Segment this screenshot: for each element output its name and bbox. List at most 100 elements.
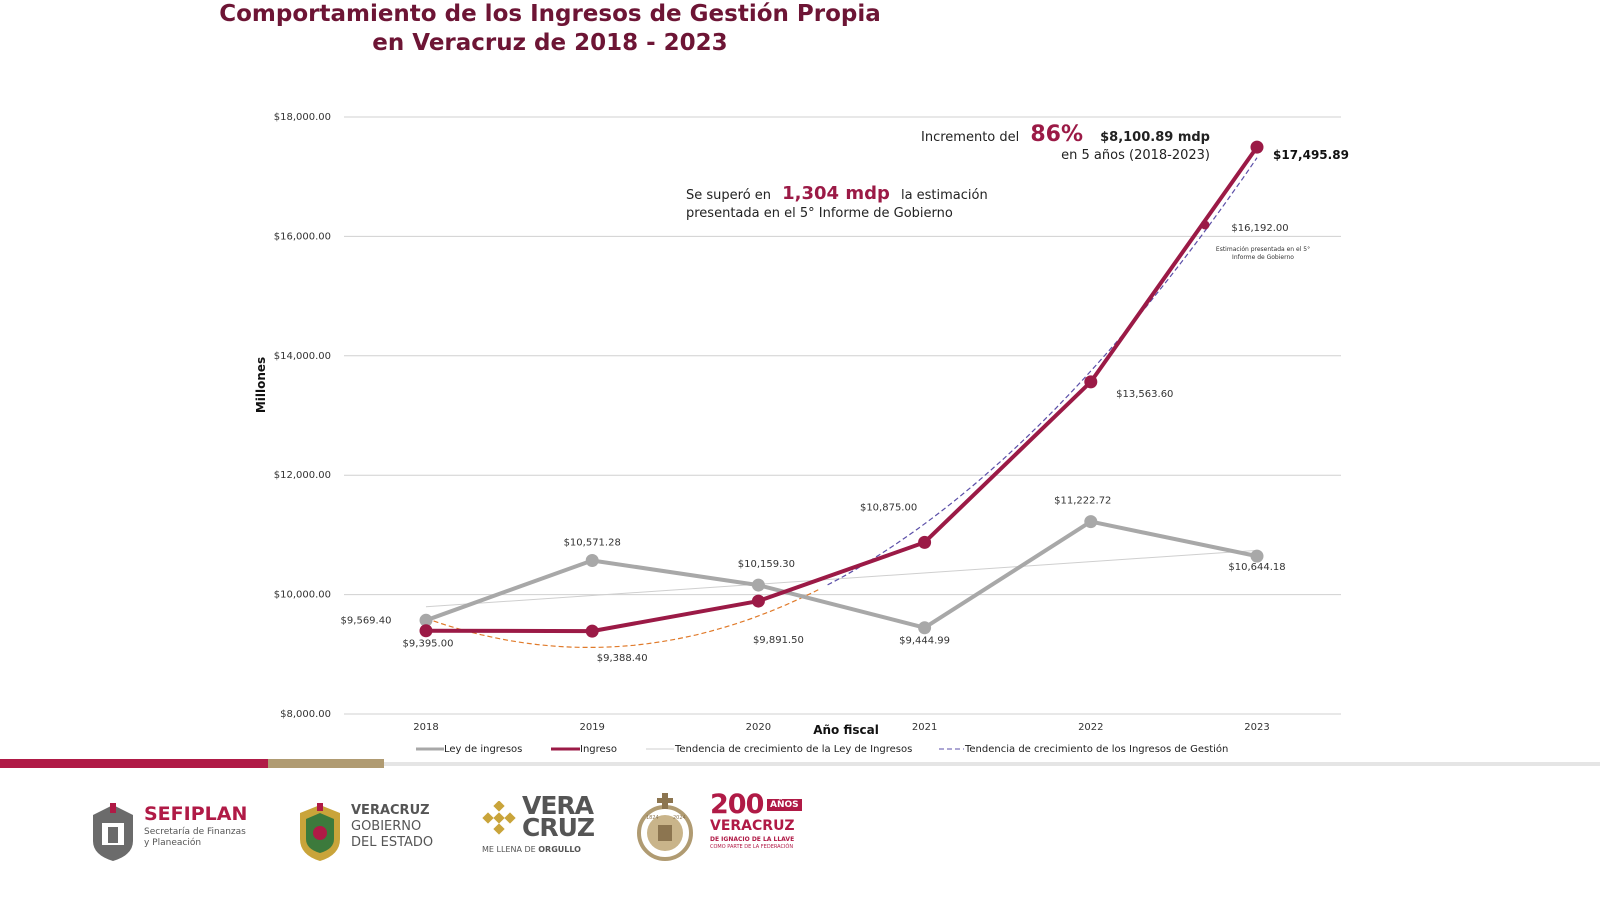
gridlines: [344, 116, 1341, 715]
sefiplan-subtitle-2: y Planeación: [144, 838, 202, 848]
bicentenario-word: AÑOS: [767, 799, 802, 811]
point-ingreso: [751, 594, 765, 608]
series-lines: [419, 140, 1264, 638]
legend-label-trend-ingreso: Tendencia de crecimiento de los Ingresos…: [964, 743, 1228, 755]
increase-percent: 86%: [1030, 122, 1083, 147]
data-label-ingreso: $9,388.40: [597, 653, 648, 664]
sefiplan-logo: SEFIPLAN Secretaría de Finanzas y Planea…: [88, 795, 268, 875]
y-axis-tick-labels: $8,000.00 $10,000.00 $12,000.00 $14,000.00 $…: [274, 112, 331, 720]
x-axis-tick-labels: 2018 2019 2020 2021 2022 2023: [413, 722, 1269, 733]
line-chart: $8,000.00 $10,000.00 $12,000.00 $14,000.00 $…: [254, 112, 1349, 755]
footer-stripe-red: [0, 759, 268, 768]
y-tick-label: $8,000.00: [280, 709, 331, 720]
data-label-ley: $10,644.18: [1228, 562, 1285, 573]
data-label-ingreso: $9,395.00: [403, 639, 454, 650]
exceed-value: 1,304 mdp: [782, 183, 890, 204]
chart-title: Comportamiento de los Ingresos de Gestió…: [0, 0, 1100, 58]
data-label-ingreso: $10,875.00: [860, 502, 917, 513]
data-label-ley: $9,569.40: [341, 615, 392, 626]
point-ingreso: [1084, 375, 1098, 389]
x-tick-label: 2019: [579, 722, 604, 733]
point-ley: [585, 553, 599, 567]
point-estimate: [1200, 220, 1210, 230]
trend-lines: [425, 157, 1258, 648]
gobierno-line-1: VERACRUZ: [351, 803, 430, 818]
veracruz-knot-icon: [482, 801, 516, 835]
point-ley: [1084, 515, 1098, 529]
bicentenario-seal-icon: 1824 2024: [637, 793, 693, 861]
gobierno-line-2: GOBIERNO: [351, 819, 422, 834]
veracruz-slogan-a: ME LLENA DE: [482, 845, 539, 854]
bicentenario-name: VERACRUZ: [710, 818, 795, 834]
veracruz-slogan: ME LLENA DE ORGULLO: [482, 845, 581, 854]
trend-line-ingreso-low: [425, 587, 821, 648]
series-line-ingreso: [425, 145, 1259, 634]
data-labels: $9,569.40 $10,571.28 $10,159.30 $9,444.99 $1…: [341, 148, 1349, 664]
chart-title-line-1: Comportamiento de los Ingresos de Gestió…: [219, 1, 881, 27]
gobierno-line-3: DEL ESTADO: [351, 835, 434, 850]
increase-annotation: Incremento del 86% $8,100.89 mdp: [921, 122, 1210, 147]
footer-logos: SEFIPLAN Secretaría de Finanzas y Planea…: [0, 789, 900, 875]
y-tick-label: $16,000.00: [274, 231, 331, 242]
chart-title-line-2: en Veracruz de 2018 - 2023: [372, 30, 728, 56]
y-tick-label: $10,000.00: [274, 590, 331, 601]
exceed-suffix: la estimación: [901, 188, 988, 203]
estimate-label: $16,192.00: [1231, 223, 1288, 234]
legend-label-ingreso: Ingreso: [580, 744, 617, 755]
point-ley: [419, 613, 433, 627]
point-ingreso: [585, 624, 599, 638]
legend-item-trend-ingreso: Tendencia de crecimiento de los Ingresos…: [939, 743, 1228, 755]
y-tick-label: $18,000.00: [274, 112, 331, 123]
veracruz-word-1: VERA: [522, 791, 594, 820]
exceed-prefix: Se superó en: [686, 188, 771, 203]
bicentenario-number: 200: [710, 789, 764, 820]
gobierno-shield-icon: [300, 803, 340, 861]
point-ingreso: [1250, 140, 1264, 154]
bicentenario-sub-1: DE IGNACIO DE LA LLAVE: [710, 836, 795, 843]
sefiplan-subtitle-1: Secretaría de Finanzas: [144, 827, 246, 837]
y-tick-label: $12,000.00: [274, 470, 331, 481]
legend-item-ingreso: Ingreso: [551, 744, 617, 755]
point-ley: [918, 621, 932, 635]
veracruz-word-2: CRUZ: [522, 813, 595, 842]
data-label-ley: $9,444.99: [899, 636, 950, 647]
y-axis-label: Millones: [254, 357, 268, 413]
trend-line-ingreso: [827, 157, 1258, 586]
exceed-line-2: presentada en el 5° Informe de Gobierno: [686, 206, 953, 221]
x-tick-label: 2020: [746, 722, 771, 733]
estimate-note-line-2: Informe de Gobierno: [1232, 254, 1294, 261]
sefiplan-name: SEFIPLAN: [144, 803, 248, 825]
sefiplan-crest-icon: [93, 803, 133, 861]
x-axis-label: Año fiscal: [813, 723, 879, 737]
data-label-ingreso: $17,495.89: [1273, 148, 1349, 162]
bicentenario-year-right: 2024: [673, 815, 686, 821]
point-ley: [1250, 549, 1264, 563]
footer-stripe-gold: [268, 759, 384, 768]
point-ley: [751, 578, 765, 592]
bicentenario-year-left: 1824: [646, 815, 659, 821]
data-label-ley: $10,159.30: [738, 559, 795, 570]
x-tick-label: 2023: [1244, 722, 1269, 733]
data-label-ingreso: $13,563.60: [1116, 389, 1173, 400]
veracruz-slogan-b: ORGULLO: [538, 845, 581, 854]
x-tick-label: 2021: [912, 722, 937, 733]
data-label-ley: $10,571.28: [564, 537, 621, 548]
footer-stripe-grey: [384, 762, 1600, 766]
data-label-ley: $11,222.72: [1054, 496, 1111, 507]
series-line-ley: [425, 519, 1258, 630]
trend-line-ley: [425, 549, 1258, 608]
gobierno-veracruz-logo: VERACRUZ GOBIERNO DEL ESTADO: [297, 795, 437, 875]
bicentenario-sub-2: COMO PARTE DE LA FEDERACIÓN: [710, 844, 794, 850]
x-tick-label: 2018: [413, 722, 438, 733]
increase-prefix: Incremento del: [921, 130, 1019, 145]
veracruz-orgullo-logo: VERA CRUZ ME LLENA DE ORGULLO: [482, 791, 595, 875]
exceed-annotation: Se superó en 1,304 mdp la estimación: [686, 183, 988, 204]
legend: Ley de ingresos Ingreso Tendencia de cre…: [416, 743, 1228, 755]
estimate-note-line-1: Estimación presentada en el 5°: [1216, 246, 1310, 253]
legend-label-ley: Ley de ingresos: [444, 744, 522, 755]
point-ingreso: [918, 535, 932, 549]
data-label-ingreso: $9,891.50: [753, 635, 804, 646]
increase-period: en 5 años (2018-2023): [1061, 148, 1210, 163]
legend-label-trend-ley: Tendencia de crecimiento de la Ley de In…: [674, 744, 912, 755]
y-tick-label: $14,000.00: [274, 351, 331, 362]
